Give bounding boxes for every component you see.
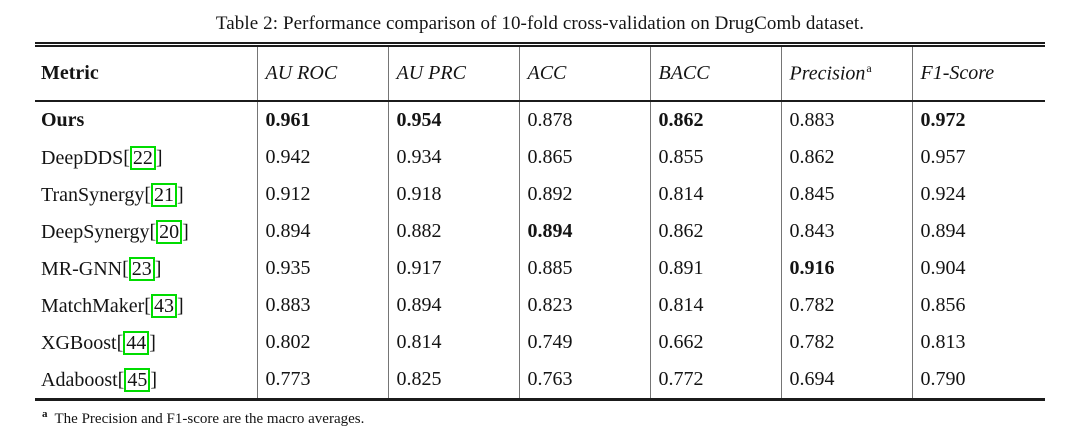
header-cell-metric: Metric	[35, 44, 257, 102]
value-cell: 0.825	[387, 361, 519, 400]
table-footnote: a The Precision and F1-score are the macr…	[42, 408, 1080, 428]
metric-cell: MatchMaker[43]	[41, 293, 184, 318]
value-cell: 0.942	[256, 139, 388, 176]
value-cell: 0.814	[649, 287, 781, 324]
metric-cell: Ours	[41, 109, 85, 131]
value-cell: 0.843	[780, 213, 912, 250]
value-cell: 0.855	[649, 139, 781, 176]
value-cell: 0.782	[780, 287, 912, 324]
value-cell: 0.814	[387, 324, 519, 361]
value-cell: 0.892	[518, 176, 650, 213]
value-cell: 0.856	[911, 287, 1045, 324]
value-cell: 0.862	[649, 101, 781, 139]
header-cell: AU ROC	[256, 44, 388, 102]
citation-link[interactable]: 21	[151, 182, 178, 207]
value-cell: 0.904	[911, 250, 1045, 287]
header-cell: BACC	[649, 44, 781, 102]
value-cell: 0.924	[911, 176, 1045, 213]
value-cell: 0.894	[911, 213, 1045, 250]
value-cell: 0.916	[780, 250, 912, 287]
table-header: Metric AU ROC AU PRC ACC BACC Precisiona F1-Sc…	[35, 44, 1045, 102]
table-row: MatchMaker[43] 0.883 0.894 0.823 0.814 0.782 0…	[35, 287, 1045, 324]
table-row: TranSynergy[21] 0.912 0.918 0.892 0.814 0.845…	[35, 176, 1045, 213]
metric-cell: TranSynergy[21]	[41, 182, 184, 207]
value-cell: 0.802	[256, 324, 388, 361]
value-cell: 0.882	[387, 213, 519, 250]
value-cell: 0.763	[518, 361, 650, 400]
value-cell: 0.961	[256, 101, 388, 139]
metric-cell: Adaboost[45]	[41, 367, 157, 392]
value-cell: 0.862	[780, 139, 912, 176]
value-cell: 0.972	[911, 101, 1045, 139]
value-cell: 0.814	[649, 176, 781, 213]
table-row: XGBoost[44] 0.802 0.814 0.749 0.662 0.782 0.81…	[35, 324, 1045, 361]
footnote-text: The Precision and F1-score are the macro…	[54, 411, 365, 427]
footnote-marker: a	[42, 408, 48, 420]
value-cell: 0.957	[911, 139, 1045, 176]
table-row: DeepDDS[22] 0.942 0.934 0.865 0.855 0.862 0.95…	[35, 139, 1045, 176]
citation-link[interactable]: 45	[124, 367, 151, 392]
value-cell: 0.883	[780, 101, 912, 139]
metric-cell: DeepDDS[22]	[41, 145, 163, 170]
value-cell: 0.694	[780, 361, 912, 400]
citation-link[interactable]: 20	[156, 219, 183, 244]
header-cell: ACC	[518, 44, 650, 102]
value-cell: 0.782	[780, 324, 912, 361]
value-cell: 0.662	[649, 324, 781, 361]
value-cell: 0.823	[518, 287, 650, 324]
value-cell: 0.878	[518, 101, 650, 139]
value-cell: 0.845	[780, 176, 912, 213]
citation-link[interactable]: 23	[128, 256, 155, 281]
table-row: MR-GNN[23] 0.935 0.917 0.885 0.891 0.916 0.904	[35, 250, 1045, 287]
value-cell: 0.954	[387, 101, 519, 139]
header-row: Metric AU ROC AU PRC ACC BACC Precisiona F1-Sc…	[35, 44, 1045, 102]
value-cell: 0.865	[518, 139, 650, 176]
citation-link[interactable]: 43	[150, 293, 177, 318]
value-cell: 0.918	[387, 176, 519, 213]
value-cell: 0.773	[256, 361, 388, 400]
value-cell: 0.935	[256, 250, 388, 287]
value-cell: 0.912	[256, 176, 388, 213]
table-row: Adaboost[45] 0.773 0.825 0.763 0.772 0.694 0.7…	[35, 361, 1045, 400]
value-cell: 0.917	[387, 250, 519, 287]
header-cell: Precisiona	[780, 44, 912, 102]
value-cell: 0.790	[911, 361, 1045, 400]
value-cell: 0.934	[387, 139, 519, 176]
value-cell: 0.883	[256, 287, 388, 324]
value-cell: 0.772	[649, 361, 781, 400]
value-cell: 0.885	[518, 250, 650, 287]
table-body: Ours 0.961 0.954 0.878 0.862 0.883 0.972 DeepDD…	[35, 101, 1045, 400]
citation-link[interactable]: 22	[129, 145, 156, 170]
header-superscript: a	[866, 61, 872, 76]
value-cell: 0.813	[911, 324, 1045, 361]
table-row: DeepSynergy[20] 0.894 0.882 0.894 0.862 0.843…	[35, 213, 1045, 250]
metric-cell: DeepSynergy[20]	[41, 219, 189, 244]
value-cell: 0.862	[649, 213, 781, 250]
value-cell: 0.894	[256, 213, 388, 250]
value-cell: 0.894	[518, 213, 650, 250]
header-cell: AU PRC	[387, 44, 519, 102]
results-table: Metric AU ROC AU PRC ACC BACC Precisiona F1-Sc…	[35, 42, 1045, 401]
table-caption: Table 2: Performance comparison of 10-fo…	[215, 13, 865, 34]
table-row: Ours 0.961 0.954 0.878 0.862 0.883 0.972	[35, 101, 1045, 139]
metric-cell: MR-GNN[23]	[41, 256, 162, 281]
citation-link[interactable]: 44	[123, 330, 150, 355]
header-cell: F1-Score	[911, 44, 1045, 102]
value-cell: 0.891	[649, 250, 781, 287]
value-cell: 0.894	[387, 287, 519, 324]
metric-cell: XGBoost[44]	[41, 330, 156, 355]
value-cell: 0.749	[518, 324, 650, 361]
